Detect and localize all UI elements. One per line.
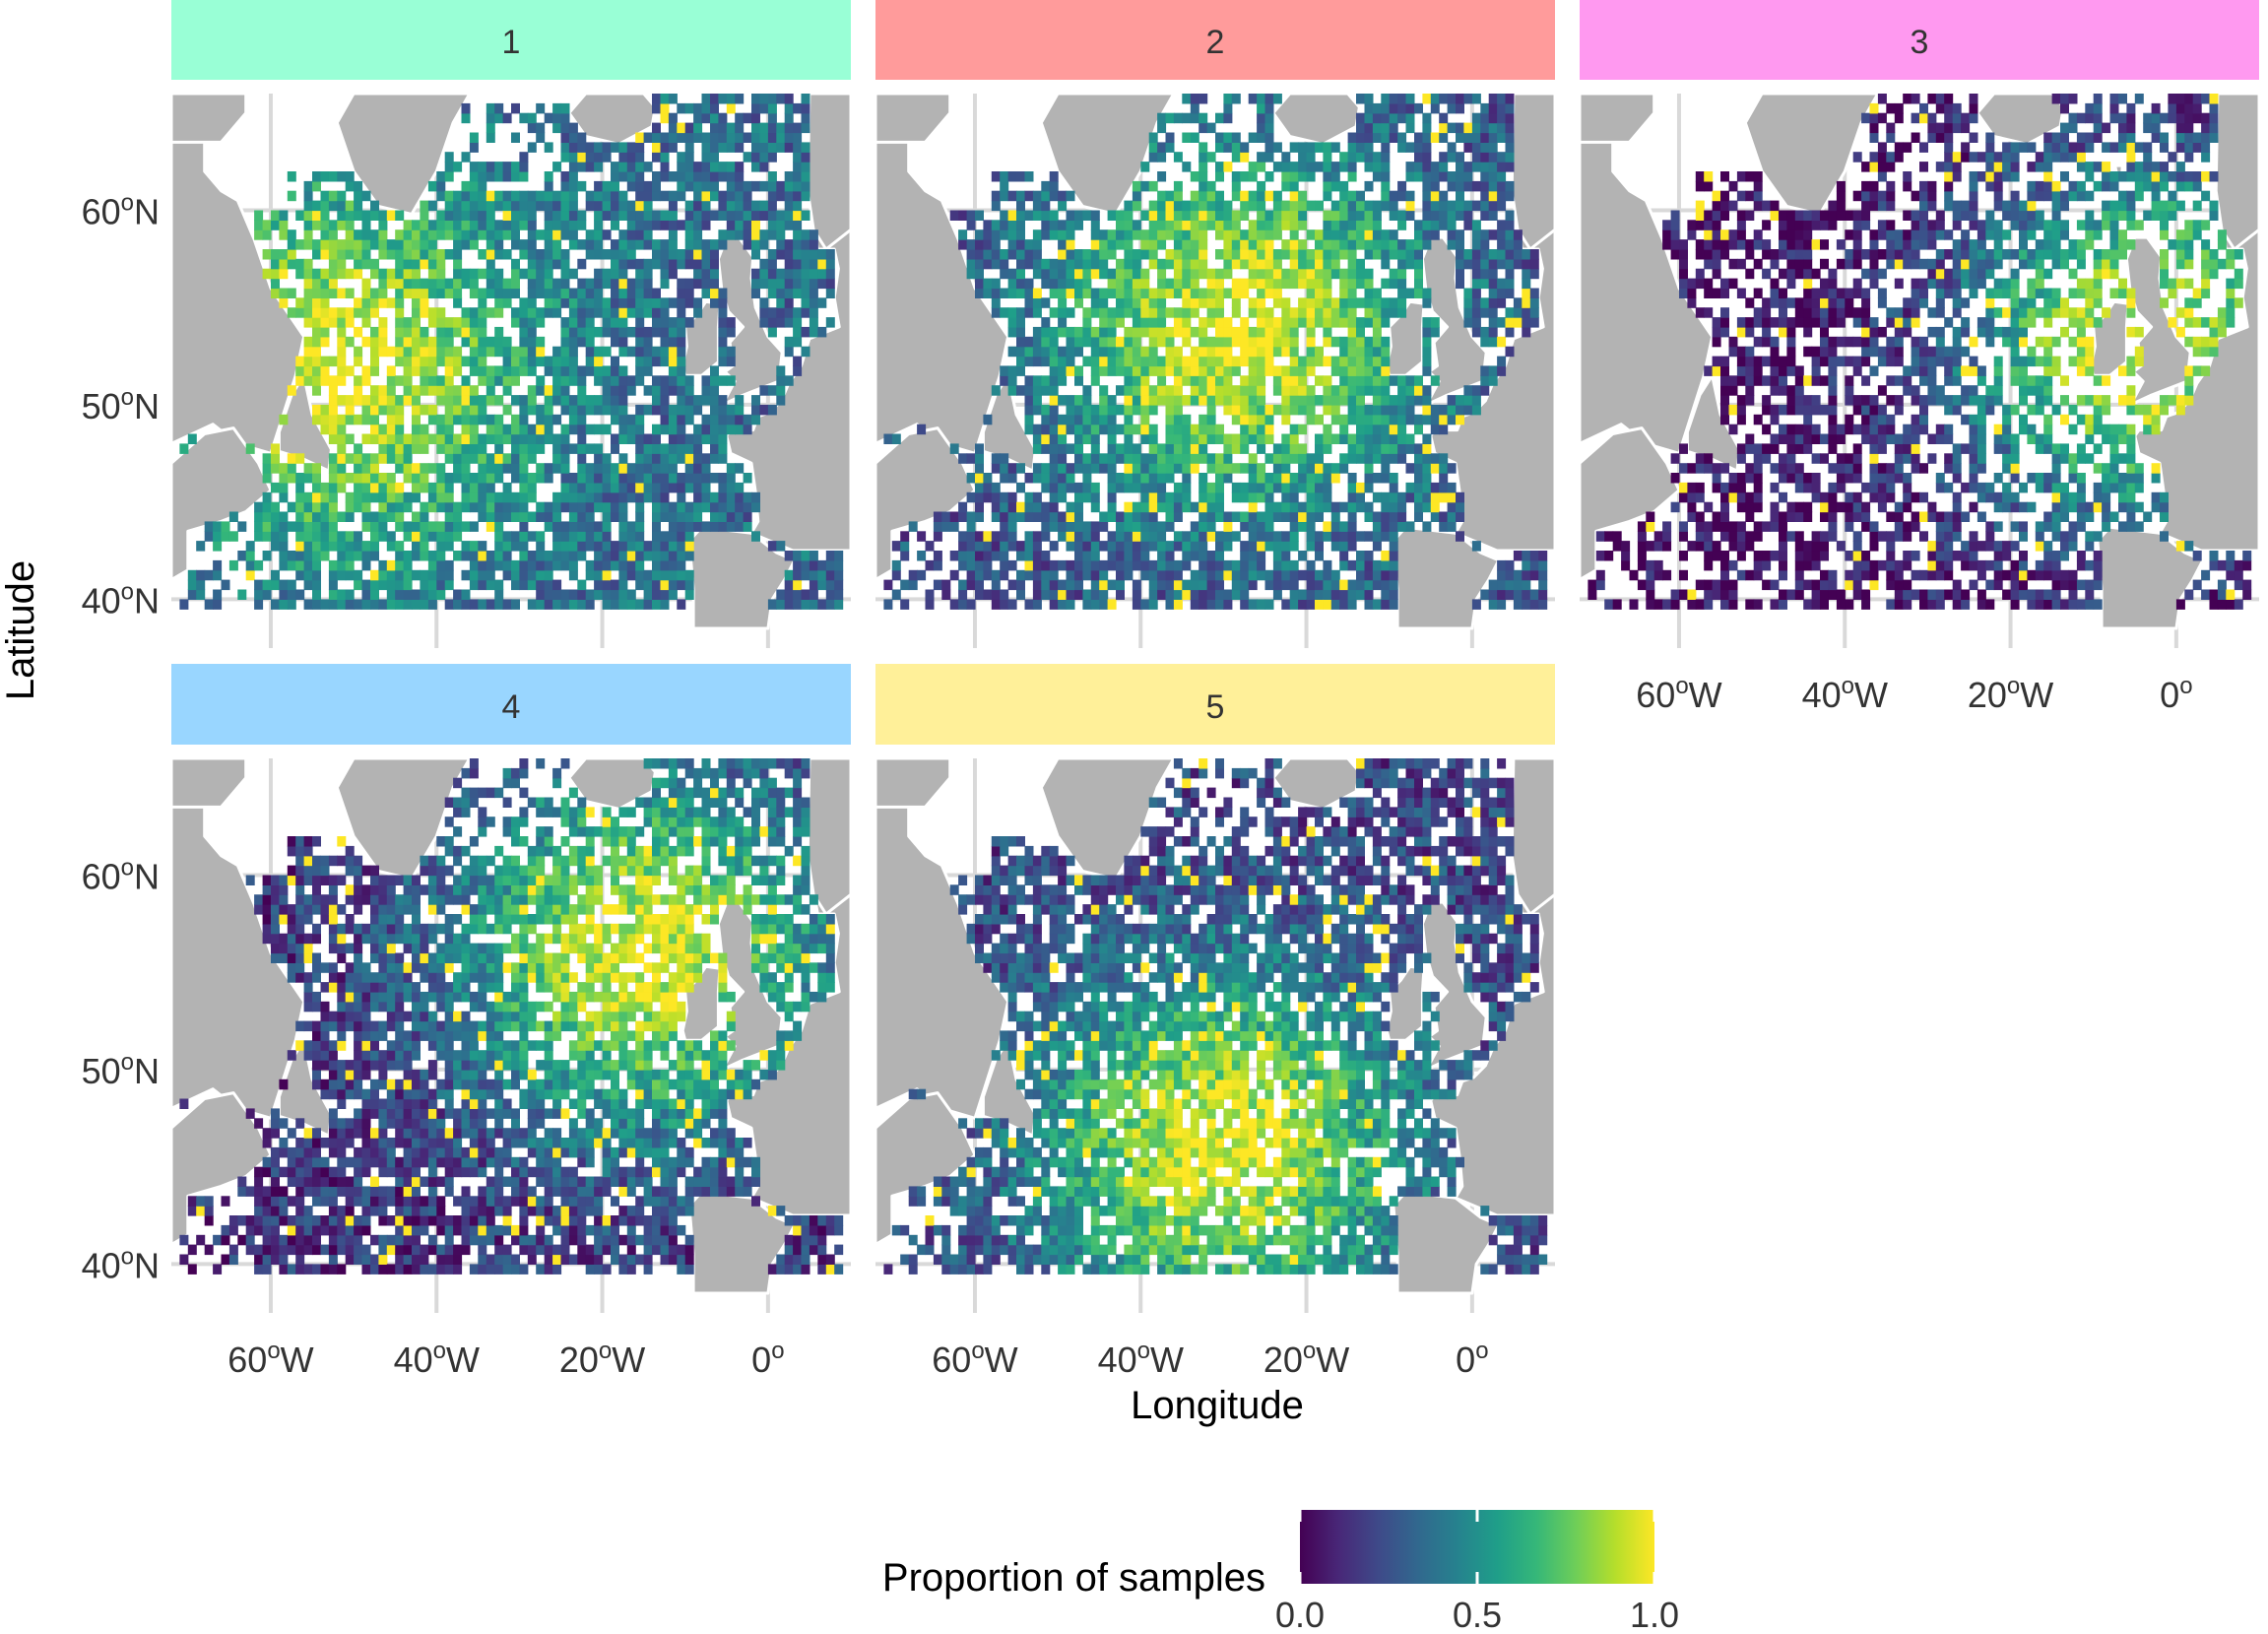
facet-panel-2: 2	[875, 0, 1555, 648]
facet-panels: 1 40oN 50oN 60oN 2 3 60oW 40oW 20oW 0o 4 40oN 50oN 60…	[82, 0, 2259, 1380]
x-tick-label: 20oW	[1968, 673, 2053, 715]
legend-ticks: 0.0 0.5 1.0	[1275, 1510, 1679, 1634]
y-tick-label: 50oN	[82, 1049, 160, 1091]
heat-cells	[179, 758, 844, 1275]
legend-colorbar	[1300, 1510, 1654, 1584]
color-legend: Proportion of samples 0.0 0.5 1.0	[882, 1510, 1679, 1634]
land-masses	[875, 94, 1555, 630]
land-masses	[875, 758, 1555, 1295]
x-tick-label: 0o	[1456, 1338, 1488, 1380]
heat-cells	[179, 94, 844, 610]
heat-cells	[883, 758, 1548, 1275]
facet-strip-label: 1	[502, 24, 521, 61]
facet-strip	[1580, 0, 2259, 80]
legend-tick-label: 1.0	[1630, 1595, 1679, 1634]
x-tick-label: 40oW	[1098, 1338, 1184, 1380]
x-tick-label: 0o	[751, 1338, 784, 1380]
facet-panel-3: 3 60oW 40oW 20oW 0o	[1580, 0, 2259, 715]
facet-strip	[171, 0, 851, 80]
legend-tick-label: 0.0	[1275, 1595, 1325, 1634]
y-tick-label: 60oN	[82, 189, 160, 231]
heat-cells	[883, 94, 1548, 610]
facet-strip	[875, 664, 1555, 745]
legend-title: Proportion of samples	[882, 1556, 1265, 1600]
facet-strip-label: 4	[502, 688, 521, 726]
land-masses	[171, 758, 851, 1295]
x-axis-title: Longitude	[1131, 1384, 1304, 1427]
facet-strip-label: 3	[1911, 24, 1929, 61]
x-tick-label: 40oW	[394, 1338, 480, 1380]
land-masses	[1580, 94, 2259, 630]
facet-panel-5: 5 60oW 40oW 20oW 0o	[875, 664, 1555, 1380]
legend-tick-label: 0.5	[1453, 1595, 1502, 1634]
heat-cells	[1588, 94, 2252, 610]
facet-strip-label: 5	[1206, 688, 1225, 726]
facet-strip	[171, 664, 851, 745]
facet-panel-1: 1 40oN 50oN 60oN	[82, 0, 851, 648]
x-tick-label: 60oW	[227, 1338, 313, 1380]
y-tick-label: 40oN	[82, 1243, 160, 1285]
y-axis-title: Latitude	[0, 560, 42, 700]
x-tick-label: 0o	[2160, 673, 2192, 715]
y-tick-label: 60oN	[82, 854, 160, 896]
facet-panel-4: 4 40oN 50oN 60oN 60oW 40oW 20oW 0o	[82, 664, 851, 1380]
x-tick-label: 20oW	[1264, 1338, 1349, 1380]
x-tick-label: 40oW	[1802, 673, 1888, 715]
facet-strip	[875, 0, 1555, 80]
x-tick-label: 20oW	[559, 1338, 645, 1380]
x-tick-label: 60oW	[932, 1338, 1017, 1380]
facet-strip-label: 2	[1206, 24, 1225, 61]
x-tick-label: 60oW	[1636, 673, 1721, 715]
y-tick-label: 50oN	[82, 384, 160, 426]
y-tick-label: 40oN	[82, 578, 160, 621]
